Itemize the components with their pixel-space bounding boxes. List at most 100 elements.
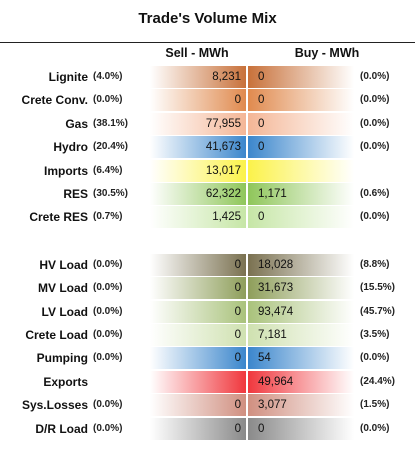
buy-value-cell: 0 <box>248 66 354 88</box>
row-label: Lignite <box>48 70 88 84</box>
sell-value-cell: 0 <box>150 89 246 112</box>
sell-value-cell <box>150 370 246 393</box>
sell-column-header: Sell - MWh <box>165 46 229 60</box>
row-label: Imports <box>43 163 88 178</box>
sell-percent: (0.0%) <box>93 352 123 364</box>
cell-divider <box>246 159 248 182</box>
buy-column-header: Buy - MWh <box>294 46 360 60</box>
cell-divider <box>246 300 248 323</box>
sell-value-cell: 8,231 <box>150 66 246 88</box>
cell-divider <box>246 324 248 346</box>
buy-value-cell: 93,474 <box>248 300 354 323</box>
buy-percent: (45.7%) <box>360 305 396 317</box>
cell-divider <box>246 136 248 159</box>
buy-percent: (15.5%) <box>360 282 396 294</box>
cell-divider <box>246 206 248 229</box>
row-label: Pumping <box>36 351 88 366</box>
buy-percent: (1.5%) <box>360 399 390 411</box>
row-label: Exports <box>43 374 88 389</box>
cell-divider <box>246 370 248 393</box>
table-row: Pumping (0.0%) 0 54 (0.0%) <box>0 347 415 370</box>
sell-value-cell: 0 <box>150 324 246 346</box>
buy-value-cell: 54 <box>248 347 354 370</box>
sell-percent: (0.0%) <box>93 399 123 411</box>
row-label: RES <box>63 187 88 201</box>
sell-value-cell: 0 <box>150 277 246 300</box>
cell-divider <box>246 66 248 88</box>
sell-value-cell: 0 <box>150 253 246 276</box>
sell-value-cell: 0 <box>150 394 246 417</box>
buy-percent: (0.0%) <box>360 141 390 153</box>
row-label: Crete Conv. <box>21 93 88 108</box>
sell-value-cell: 77,955 <box>150 112 246 135</box>
buy-percent <box>360 160 412 182</box>
cell-divider <box>246 112 248 135</box>
table-row: D/R Load (0.0%) 0 0 (0.0%) <box>0 417 415 440</box>
sell-percent: (0.0%) <box>93 422 123 434</box>
chart-title: Trade's Volume Mix <box>138 10 277 27</box>
table-row: LV Load (0.0%) 0 93,474 (45.7%) <box>0 300 415 323</box>
buy-percent: (8.8%) <box>360 258 390 270</box>
sell-percent: (38.1%) <box>93 117 129 129</box>
table-row: MV Load (0.0%) 0 31,673 (15.5%) <box>0 277 415 300</box>
sell-percent: (0.0%) <box>93 305 123 317</box>
table-row: Gas (38.1%) 77,955 0 (0.0%) <box>0 112 415 135</box>
sell-value-cell: 0 <box>150 347 246 370</box>
buy-value-cell <box>248 159 354 182</box>
sell-percent: (20.4%) <box>93 141 129 153</box>
row-label: MV Load <box>38 281 88 296</box>
cell-divider <box>246 253 248 276</box>
row-label: Gas <box>65 116 88 131</box>
sell-value-cell: 1,425 <box>150 206 246 229</box>
table-row: Crete Conv. (0.0%) 0 0 (0.0%) <box>0 89 415 112</box>
buy-value-cell: 3,077 <box>248 394 354 417</box>
table-row: Crete RES (0.7%) 1,425 0 (0.0%) <box>0 206 415 229</box>
buy-percent: (0.0%) <box>360 352 390 364</box>
buy-percent: (0.0%) <box>360 94 390 106</box>
cell-divider <box>246 347 248 370</box>
header-rule <box>0 42 415 43</box>
buy-value-cell: 1,171 <box>248 183 354 205</box>
cell-divider <box>246 277 248 300</box>
cell-divider <box>246 89 248 112</box>
table-row: Hydro (20.4%) 41,673 0 (0.0%) <box>0 136 415 159</box>
buy-percent: (0.6%) <box>360 188 390 199</box>
sell-percent: (0.0%) <box>93 329 123 340</box>
cell-divider <box>246 183 248 205</box>
row-label: Hydro <box>53 140 88 155</box>
buy-percent: (0.0%) <box>360 71 390 82</box>
sell-percent: (0.0%) <box>93 282 123 294</box>
buy-value-cell: 0 <box>248 112 354 135</box>
sell-percent: (0.0%) <box>93 258 123 270</box>
row-label: HV Load <box>39 257 88 272</box>
sell-percent: (30.5%) <box>93 188 129 199</box>
sell-percent: (0.7%) <box>93 211 123 223</box>
buy-percent: (3.5%) <box>360 329 390 340</box>
buy-percent: (0.0%) <box>360 117 390 129</box>
sell-value-cell: 13,017 <box>150 159 246 182</box>
buy-percent: (0.0%) <box>360 422 390 434</box>
table-row: Sys.Losses (0.0%) 0 3,077 (1.5%) <box>0 394 415 417</box>
table-row: Lignite (4.0%) 8,231 0 (0.0%) <box>0 66 415 88</box>
buy-value-cell: 7,181 <box>248 324 354 346</box>
row-label: Crete RES <box>29 210 88 225</box>
row-label: D/R Load <box>35 421 88 436</box>
table-row: Crete Load (0.0%) 0 7,181 (3.5%) <box>0 324 415 346</box>
table-row: RES (30.5%) 62,322 1,171 (0.6%) <box>0 183 415 205</box>
cell-divider <box>246 417 248 440</box>
sell-value-cell: 0 <box>150 417 246 440</box>
table-row: HV Load (0.0%) 0 18,028 (8.8%) <box>0 253 415 276</box>
buy-value-cell: 0 <box>248 89 354 112</box>
buy-value-cell: 49,964 <box>248 370 354 393</box>
sell-value-cell: 62,322 <box>150 183 246 205</box>
buy-percent: (24.4%) <box>360 375 396 387</box>
sell-percent: (6.4%) <box>93 164 123 176</box>
sell-percent: (0.0%) <box>93 94 123 106</box>
sell-value-cell: 41,673 <box>150 136 246 159</box>
sell-value-cell: 0 <box>150 300 246 323</box>
row-label: LV Load <box>41 304 88 319</box>
buy-value-cell: 0 <box>248 206 354 229</box>
cell-divider <box>246 394 248 417</box>
buy-value-cell: 0 <box>248 417 354 440</box>
table-row: Imports (6.4%) 13,017 <box>0 159 415 182</box>
